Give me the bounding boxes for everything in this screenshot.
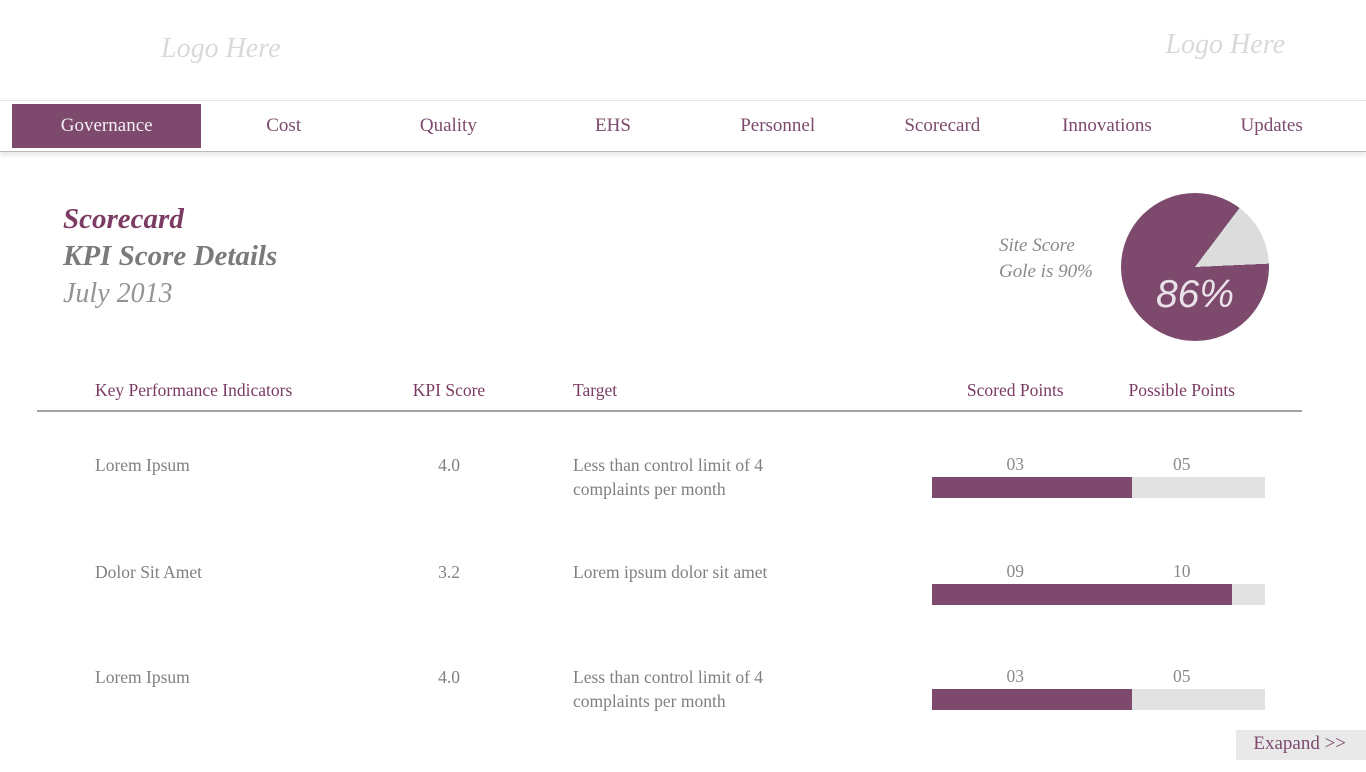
kpi-target-text: Lorem ipsum dolor sit amet [573, 562, 768, 582]
possible-points-value: 05 [1173, 666, 1191, 686]
kpi-table-body: Lorem Ipsum 4.0 Less than control limit … [0, 453, 1366, 713]
points-progress-track [932, 477, 1265, 498]
site-score-caption-line2: Gole is 90% [999, 261, 1093, 282]
points-labels: 03 05 [932, 453, 1265, 475]
nav-item-quality[interactable]: Quality [366, 104, 531, 148]
nav-item-label: EHS [595, 115, 631, 136]
page-title: Scorecard [63, 203, 184, 235]
nav-item-label: Governance [60, 115, 153, 136]
site-score-caption-line1: Site Score [999, 235, 1075, 256]
kpi-target-text: Less than control limit of 4 complaints … [573, 667, 764, 711]
kpi-name: Lorem Ipsum [95, 455, 190, 475]
page-subtitle: KPI Score Details [63, 240, 278, 272]
logo-placeholder-left: Logo Here [161, 33, 281, 64]
possible-points-value: 10 [1173, 561, 1191, 581]
scored-points-value: 09 [1006, 561, 1025, 581]
site-score-pie-chart: 86% [1121, 193, 1269, 341]
column-header-scored-points: Scored Points [966, 380, 1064, 400]
points-cell: 03 05 [932, 665, 1265, 710]
table-row: Lorem Ipsum 4.0 Less than control limit … [0, 665, 1366, 713]
scored-points-value: 03 [1006, 666, 1025, 686]
points-progress-track [932, 584, 1265, 605]
nav-item-innovations[interactable]: Innovations [1025, 104, 1190, 148]
nav-item-cost[interactable]: Cost [201, 104, 366, 148]
possible-points-value: 05 [1173, 454, 1191, 474]
logo-placeholder-right: Logo Here [1165, 29, 1285, 60]
nav-item-ehs[interactable]: EHS [531, 104, 696, 148]
expand-button[interactable]: Exapand >> [1236, 730, 1366, 760]
kpi-table: Key Performance Indicators KPI Score Tar… [0, 378, 1366, 772]
scored-points-value: 03 [1006, 454, 1025, 474]
points-cell: 09 10 [932, 560, 1265, 605]
column-header-points-group: Scored Points Possible Points [932, 378, 1265, 402]
column-header-kpi-score: KPI Score [412, 380, 486, 400]
kpi-score-value: 3.2 [438, 562, 460, 582]
nav-item-label: Quality [419, 115, 477, 136]
site-score-value: 86% [1155, 273, 1235, 316]
points-labels: 09 10 [932, 560, 1265, 582]
nav-item-personnel[interactable]: Personnel [695, 104, 860, 148]
points-progress-fill [932, 689, 1132, 710]
nav-item-label: Scorecard [904, 115, 981, 136]
nav-item-label: Cost [266, 115, 302, 136]
report-period: July 2013 [63, 278, 173, 309]
kpi-target-text: Less than control limit of 4 complaints … [573, 455, 764, 499]
table-header-divider [37, 410, 1302, 412]
table-row: Dolor Sit Amet 3.2 Lorem ipsum dolor sit… [0, 560, 1366, 606]
kpi-table-header-row: Key Performance Indicators KPI Score Tar… [0, 378, 1366, 402]
table-row: Lorem Ipsum 4.0 Less than control limit … [0, 453, 1366, 501]
nav-item-governance[interactable]: Governance [12, 104, 202, 148]
points-cell: 03 05 [932, 453, 1265, 498]
column-header-target: Target [573, 380, 618, 400]
points-progress-fill [932, 584, 1232, 605]
nav-item-updates[interactable]: Updates [1189, 104, 1354, 148]
nav-item-label: Personnel [740, 115, 816, 136]
column-header-kpi: Key Performance Indicators [95, 380, 293, 400]
points-progress-fill [932, 477, 1132, 498]
nav-item-label: Updates [1240, 115, 1303, 136]
main-navbar: Governance Cost Quality EHS Personnel Sc… [0, 100, 1366, 152]
points-progress-track [932, 689, 1265, 710]
kpi-score-value: 4.0 [438, 667, 460, 687]
kpi-score-value: 4.0 [438, 455, 460, 475]
nav-item-label: Innovations [1062, 115, 1152, 136]
column-header-possible-points: Possible Points [1128, 380, 1236, 400]
kpi-name: Lorem Ipsum [95, 667, 190, 687]
points-labels: 03 05 [932, 665, 1265, 687]
page-title-block: Scorecard KPI Score Details July 2013 [63, 201, 277, 312]
kpi-name: Dolor Sit Amet [95, 562, 202, 582]
nav-item-scorecard[interactable]: Scorecard [860, 104, 1025, 148]
site-score-caption: Site Score Gole is 90% [999, 233, 1093, 285]
